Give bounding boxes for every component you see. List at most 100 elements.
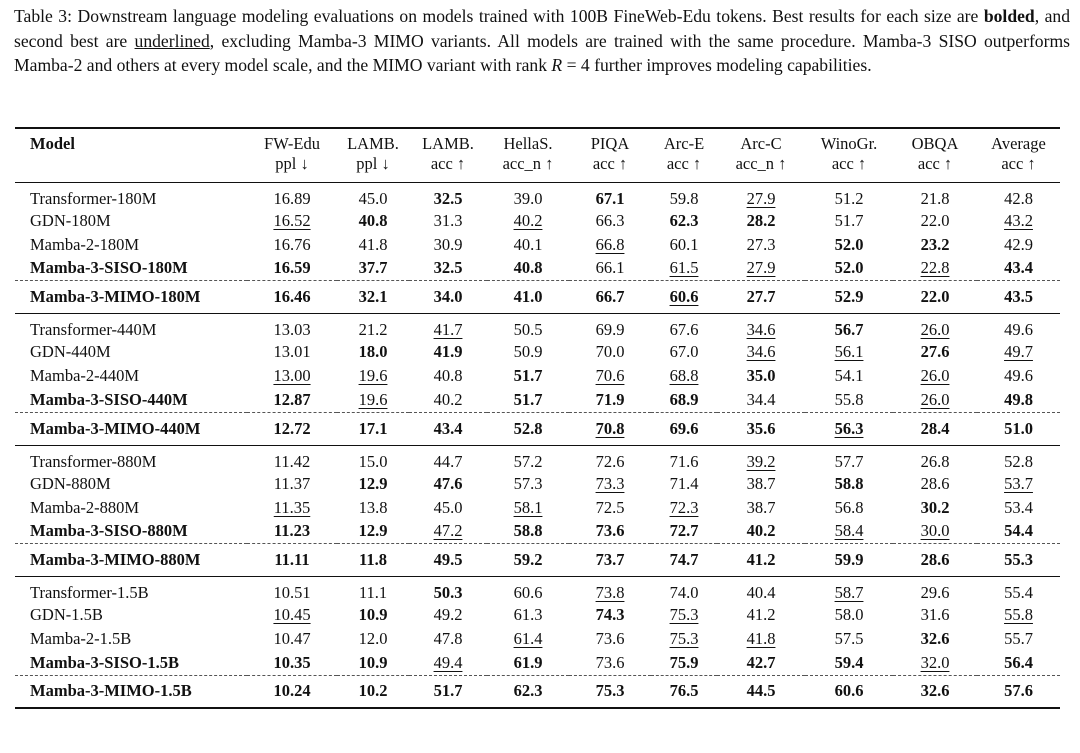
metric-value: 43.4: [1004, 258, 1033, 278]
metric-cell: 39.2: [717, 445, 805, 472]
metric-value: 30.9: [433, 234, 463, 254]
column-header-metric: [15, 154, 247, 182]
metric-cell: 34.6: [717, 314, 805, 341]
column-header-metric: acc ↑: [1001, 154, 1036, 173]
metric-value: 59.9: [834, 550, 864, 569]
table-row: Mamba-2-1.5B 10.47 12.0 47.8 61.4 73.6 75.3 41.…: [15, 627, 1060, 651]
metric-value: 73.7: [595, 550, 625, 569]
metric-cell: 66.7: [569, 281, 651, 314]
metric-value: 11.37: [273, 473, 311, 493]
table-row: Mamba-3-SISO-180M 16.59 37.7 32.5 40.8 66.1 61…: [15, 257, 1060, 281]
metric-value: 62.3: [669, 210, 699, 230]
metric-cell: 57.2: [487, 445, 569, 472]
metric-cell: 57.5: [805, 627, 893, 651]
metric-value: 49.2: [433, 605, 463, 624]
metric-cell: 21.8: [893, 182, 977, 209]
metric-value: 12.87: [273, 389, 311, 409]
metric-value: 34.6: [746, 320, 776, 339]
metric-value: 67.0: [669, 342, 699, 361]
metric-value: 72.7: [669, 521, 699, 541]
metric-cell: 50.5: [487, 314, 569, 341]
metric-cell: 16.46: [247, 281, 337, 314]
metric-cell: 60.6: [805, 675, 893, 708]
metric-cell: 34.6: [717, 340, 805, 364]
model-name-cell: Mamba-3-MIMO-180M: [30, 287, 201, 306]
metric-value: 73.6: [595, 521, 625, 541]
results-table: Model FW-Edu LAMB. LAMB. HellaS. PIQA Arc-E Arc…: [15, 127, 1060, 709]
metric-value: 12.9: [358, 521, 388, 541]
metric-cell: 74.7: [651, 544, 717, 577]
metric-value: 42.8: [1004, 188, 1033, 208]
metric-value: 57.5: [834, 629, 864, 648]
metric-value: 51.7: [513, 389, 543, 409]
metric-cell: 52.8: [977, 445, 1060, 472]
metric-value: 58.0: [834, 605, 864, 624]
metric-value: 32.5: [433, 258, 463, 278]
metric-cell: 52.0: [805, 257, 893, 281]
column-header-metric: ppl ↓: [275, 154, 309, 173]
metric-cell: 11.35: [247, 496, 337, 520]
metric-value: 26.0: [920, 389, 950, 409]
model-name-cell: Mamba-2-880M: [30, 497, 140, 517]
metric-value: 58.4: [834, 521, 864, 541]
metric-cell: 75.9: [651, 651, 717, 675]
metric-value: 32.5: [433, 188, 463, 208]
metric-cell: 35.6: [717, 412, 805, 445]
metric-value: 47.6: [433, 473, 463, 493]
metric-value: 73.6: [595, 652, 625, 672]
metric-cell: 19.6: [337, 388, 409, 412]
table-row-mimo: Mamba-3-MIMO-440M 12.72 17.1 43.4 52.8 70.8 69…: [15, 412, 1060, 445]
metric-cell: 31.3: [409, 209, 487, 233]
metric-cell: 61.4: [487, 627, 569, 651]
metric-cell: 32.5: [409, 257, 487, 281]
metric-value: 73.8: [595, 583, 625, 602]
metric-value: 12.9: [358, 473, 388, 493]
metric-value: 10.47: [273, 629, 311, 648]
metric-value: 52.9: [834, 287, 864, 306]
metric-value: 51.2: [834, 188, 864, 208]
metric-cell: 50.9: [487, 340, 569, 364]
metric-cell: 66.1: [569, 257, 651, 281]
metric-value: 21.2: [358, 320, 388, 339]
metric-value: 10.2: [358, 681, 388, 701]
metric-value: 44.7: [433, 451, 463, 471]
metric-value: 13.8: [358, 497, 388, 517]
metric-cell: 74.0: [651, 577, 717, 604]
metric-value: 73.6: [595, 629, 625, 648]
metric-cell: 51.0: [977, 412, 1060, 445]
metric-cell: 59.4: [805, 651, 893, 675]
metric-cell: 75.3: [651, 627, 717, 651]
metric-value: 45.0: [358, 188, 388, 208]
metric-cell: 44.7: [409, 445, 487, 472]
metric-cell: 56.4: [977, 651, 1060, 675]
metric-cell: 21.2: [337, 314, 409, 341]
metric-cell: 32.0: [893, 651, 977, 675]
metric-value: 17.1: [358, 418, 388, 438]
metric-cell: 12.9: [337, 520, 409, 544]
table-caption: Table 3: Downstream language modeling ev…: [14, 4, 1070, 78]
metric-cell: 61.5: [651, 257, 717, 281]
metric-value: 26.0: [920, 366, 950, 385]
metric-cell: 73.7: [569, 544, 651, 577]
metric-value: 42.9: [1004, 234, 1033, 254]
metric-cell: 12.87: [247, 388, 337, 412]
model-name-cell: GDN-880M: [30, 473, 111, 493]
metric-value: 68.8: [669, 366, 699, 385]
metric-cell: 10.45: [247, 603, 337, 627]
metric-value: 72.3: [669, 497, 699, 517]
metric-cell: 58.8: [487, 520, 569, 544]
metric-value: 71.4: [669, 473, 699, 493]
metric-value: 10.45: [273, 605, 311, 624]
table-row-mimo: Mamba-3-MIMO-1.5B 10.24 10.2 51.7 62.3 75.3 76…: [15, 675, 1060, 708]
metric-value: 75.3: [669, 605, 699, 624]
metric-value: 22.0: [920, 287, 950, 306]
metric-cell: 11.42: [247, 445, 337, 472]
metric-value: 55.8: [1004, 605, 1033, 624]
metric-cell: 62.3: [651, 209, 717, 233]
metric-cell: 59.9: [805, 544, 893, 577]
table-header: Model FW-Edu LAMB. LAMB. HellaS. PIQA Arc-E Arc…: [15, 128, 1060, 182]
metric-value: 73.3: [595, 473, 625, 493]
model-name-cell: Transformer-1.5B: [30, 583, 149, 602]
metric-value: 57.3: [513, 473, 543, 493]
metric-cell: 60.6: [651, 281, 717, 314]
